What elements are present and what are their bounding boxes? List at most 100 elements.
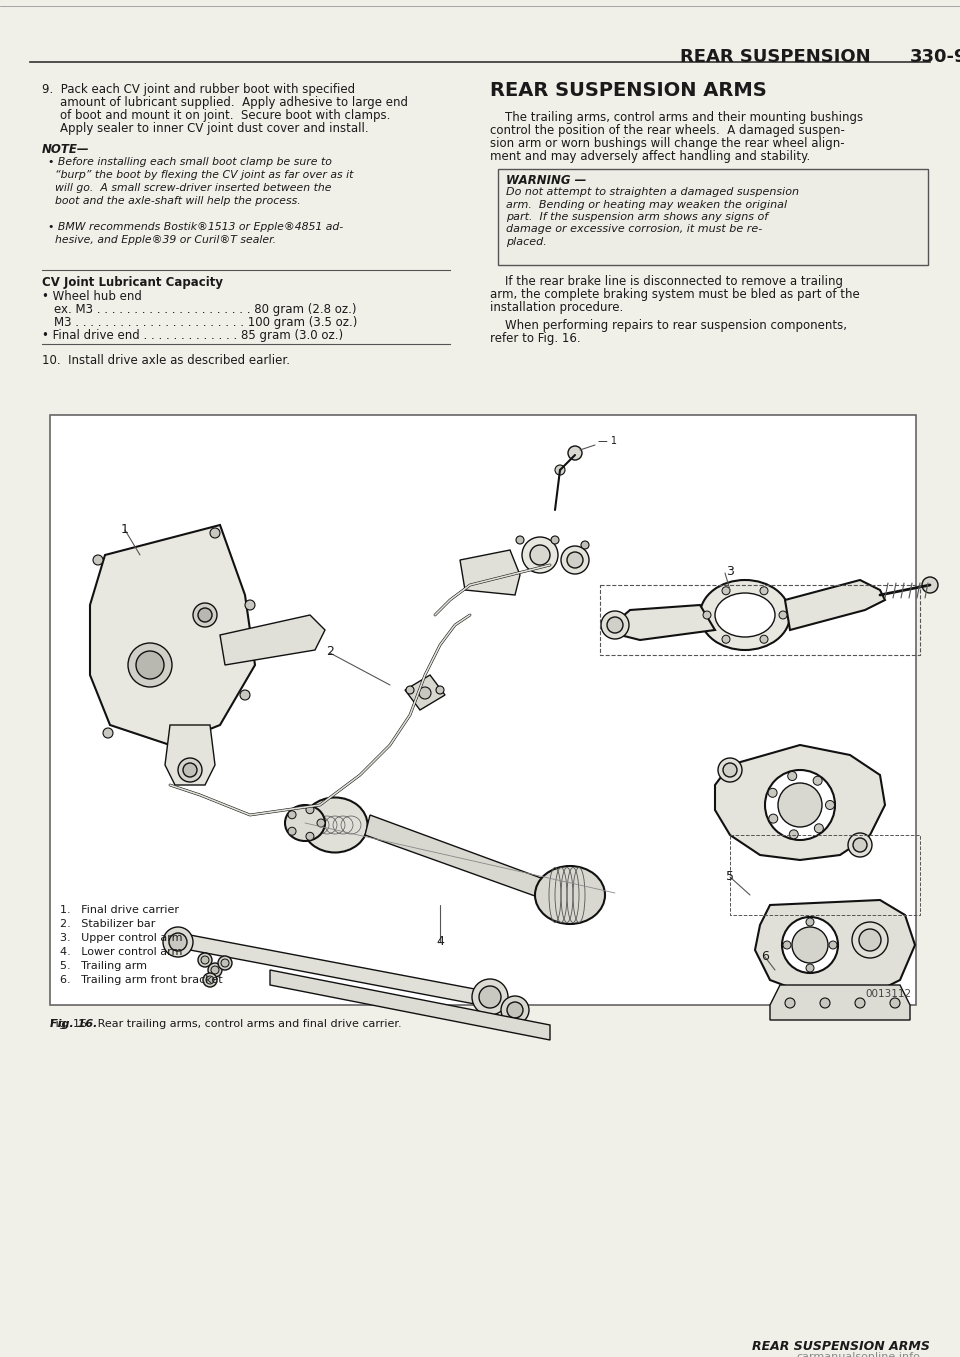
Circle shape	[601, 611, 629, 639]
Circle shape	[783, 940, 791, 949]
Text: 6: 6	[761, 950, 769, 963]
Circle shape	[568, 446, 582, 460]
Polygon shape	[220, 615, 325, 665]
Circle shape	[806, 963, 814, 972]
Circle shape	[516, 536, 524, 544]
Circle shape	[472, 978, 508, 1015]
Circle shape	[814, 824, 824, 833]
Text: 6.   Trailing arm front bracket: 6. Trailing arm front bracket	[60, 974, 223, 985]
Circle shape	[826, 801, 834, 810]
Polygon shape	[460, 550, 520, 594]
Text: Apply sealer to inner CV joint dust cover and install.: Apply sealer to inner CV joint dust cove…	[60, 122, 369, 134]
Circle shape	[853, 839, 867, 852]
Text: 4.   Lower control arm: 4. Lower control arm	[60, 947, 182, 957]
Polygon shape	[270, 970, 550, 1039]
Circle shape	[607, 617, 623, 632]
Circle shape	[479, 987, 501, 1008]
Circle shape	[169, 934, 187, 951]
Circle shape	[436, 687, 444, 693]
Circle shape	[765, 769, 835, 840]
Circle shape	[859, 930, 881, 951]
Circle shape	[419, 687, 431, 699]
Circle shape	[848, 833, 872, 858]
Circle shape	[198, 953, 212, 968]
Polygon shape	[165, 725, 215, 784]
Circle shape	[555, 465, 565, 475]
Text: 2.   Stabilizer bar: 2. Stabilizer bar	[60, 919, 156, 930]
Circle shape	[208, 963, 222, 977]
Ellipse shape	[700, 579, 790, 650]
Text: arm.  Bending or heating may weaken the original: arm. Bending or heating may weaken the o…	[506, 199, 787, 209]
Text: 9.  Pack each CV joint and rubber boot with specified: 9. Pack each CV joint and rubber boot wi…	[42, 83, 355, 96]
Circle shape	[211, 966, 219, 974]
Text: part.  If the suspension arm shows any signs of: part. If the suspension arm shows any si…	[506, 212, 768, 223]
Circle shape	[206, 976, 214, 984]
Circle shape	[782, 917, 838, 973]
Text: M3 . . . . . . . . . . . . . . . . . . . . . . . 100 gram (3.5 oz.): M3 . . . . . . . . . . . . . . . . . . .…	[54, 316, 357, 328]
Text: arm, the complete braking system must be bled as part of the: arm, the complete braking system must be…	[490, 288, 860, 301]
Circle shape	[210, 528, 220, 537]
Text: 3.   Upper control arm: 3. Upper control arm	[60, 934, 182, 943]
Text: 1.   Final drive carrier: 1. Final drive carrier	[60, 905, 179, 915]
Ellipse shape	[285, 805, 325, 841]
Circle shape	[203, 973, 217, 987]
Circle shape	[163, 927, 193, 957]
Circle shape	[507, 1001, 523, 1018]
Circle shape	[785, 997, 795, 1008]
Text: Fig. 16.: Fig. 16.	[50, 1019, 97, 1029]
Circle shape	[178, 759, 202, 782]
Circle shape	[522, 537, 558, 573]
Circle shape	[760, 635, 768, 643]
Text: 5: 5	[726, 870, 734, 883]
Text: — 1: — 1	[598, 436, 617, 446]
Circle shape	[198, 608, 212, 622]
Polygon shape	[90, 525, 255, 745]
Polygon shape	[755, 900, 915, 995]
Text: 4: 4	[436, 935, 444, 949]
Circle shape	[317, 820, 325, 826]
Text: 0013112: 0013112	[865, 989, 911, 999]
Text: Do not attempt to straighten a damaged suspension: Do not attempt to straighten a damaged s…	[506, 187, 799, 197]
Polygon shape	[770, 985, 910, 1020]
Circle shape	[183, 763, 197, 778]
Circle shape	[855, 997, 865, 1008]
Circle shape	[722, 635, 730, 643]
Ellipse shape	[715, 593, 775, 636]
Circle shape	[530, 546, 550, 565]
Circle shape	[128, 643, 172, 687]
Circle shape	[792, 927, 828, 963]
Text: ment and may adversely affect handling and stability.: ment and may adversely affect handling a…	[490, 151, 810, 163]
Text: The trailing arms, control arms and their mounting bushings: The trailing arms, control arms and thei…	[490, 111, 863, 123]
Circle shape	[890, 997, 900, 1008]
Circle shape	[829, 940, 837, 949]
Ellipse shape	[302, 798, 368, 852]
Text: sion arm or worn bushings will change the rear wheel align-: sion arm or worn bushings will change th…	[490, 137, 845, 151]
Circle shape	[93, 555, 103, 565]
Text: of boot and mount it on joint.  Secure boot with clamps.: of boot and mount it on joint. Secure bo…	[60, 109, 391, 122]
Circle shape	[922, 577, 938, 593]
Circle shape	[288, 810, 296, 818]
Text: “burp” the boot by flexing the CV joint as far over as it: “burp” the boot by flexing the CV joint …	[48, 170, 353, 180]
Text: • Wheel hub end: • Wheel hub end	[42, 290, 142, 303]
Text: CV Joint Lubricant Capacity: CV Joint Lubricant Capacity	[42, 275, 223, 289]
Circle shape	[561, 546, 589, 574]
Text: NOTE—: NOTE—	[42, 142, 89, 156]
Text: damage or excessive corrosion, it must be re-: damage or excessive corrosion, it must b…	[506, 224, 762, 235]
Polygon shape	[615, 605, 715, 641]
Circle shape	[288, 828, 296, 835]
Text: refer to Fig. 16.: refer to Fig. 16.	[490, 332, 581, 345]
Text: If the rear brake line is disconnected to remove a trailing: If the rear brake line is disconnected t…	[490, 275, 843, 288]
Circle shape	[551, 536, 559, 544]
Polygon shape	[405, 674, 445, 710]
Circle shape	[193, 603, 217, 627]
Polygon shape	[785, 579, 885, 630]
Text: hesive, and Epple®39 or Curil®T sealer.: hesive, and Epple®39 or Curil®T sealer.	[48, 235, 276, 246]
Circle shape	[769, 814, 778, 824]
Text: WARNING —: WARNING —	[506, 174, 587, 187]
Text: • Final drive end . . . . . . . . . . . . . 85 gram (3.0 oz.): • Final drive end . . . . . . . . . . . …	[42, 328, 343, 342]
Bar	[498, 170, 928, 265]
Circle shape	[567, 552, 583, 569]
Text: • BMW recommends Bostik®1513 or Epple®4851 ad-: • BMW recommends Bostik®1513 or Epple®48…	[48, 223, 343, 232]
Circle shape	[703, 611, 711, 619]
Circle shape	[201, 955, 209, 963]
